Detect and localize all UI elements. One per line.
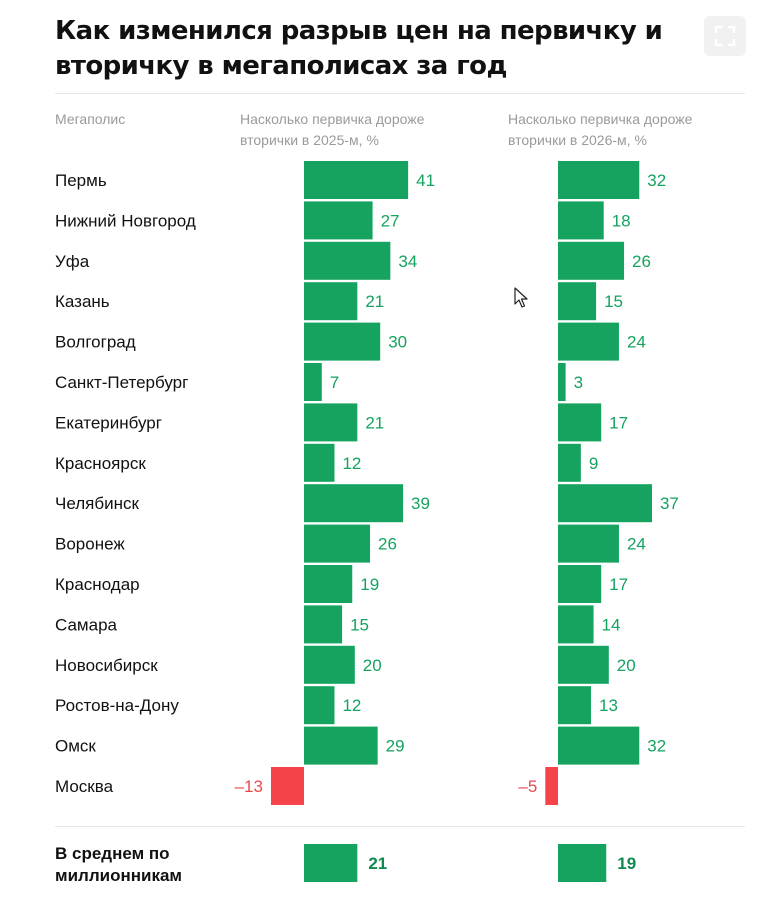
bar	[545, 767, 558, 805]
bar	[558, 201, 604, 240]
bar	[304, 201, 373, 240]
data-label: 32	[647, 171, 666, 190]
row-label: Пермь	[55, 171, 107, 190]
data-label: 17	[609, 575, 628, 594]
bar	[304, 282, 358, 321]
expand-icon	[714, 25, 736, 47]
data-label: 21	[365, 413, 384, 432]
bar	[304, 161, 409, 199]
average-value: 21	[368, 854, 387, 873]
average-bar	[558, 844, 607, 882]
data-label: –13	[235, 777, 263, 796]
bar	[558, 605, 594, 644]
row-label: Санкт-Петербург	[55, 373, 188, 392]
bar	[558, 686, 592, 725]
bar	[558, 565, 602, 603]
data-label: 20	[363, 656, 382, 675]
data-label: 7	[330, 373, 339, 392]
data-label: 18	[612, 211, 631, 230]
bar	[304, 443, 335, 482]
row-label: Москва	[55, 777, 114, 796]
bar	[304, 605, 343, 644]
data-label: 29	[386, 737, 405, 756]
bar	[304, 565, 353, 603]
bar	[558, 282, 597, 321]
bar	[558, 322, 619, 361]
row-label: Самара	[55, 615, 118, 634]
data-label: 20	[617, 656, 636, 675]
data-label: 13	[599, 696, 618, 715]
bar	[270, 767, 304, 805]
bar	[558, 161, 640, 199]
row-label: Екатеринбург	[55, 413, 162, 432]
bar	[558, 443, 581, 482]
header-divider	[55, 93, 745, 94]
data-label: 9	[589, 454, 598, 473]
data-label: 30	[388, 333, 407, 352]
data-label: 39	[411, 494, 430, 513]
data-label: 12	[342, 454, 361, 473]
column-header-2025: Насколько первичка дороже вторички в 202…	[240, 111, 425, 148]
data-label: 15	[350, 615, 369, 634]
row-label: Новосибирск	[55, 656, 158, 675]
mouse-pointer-icon	[514, 287, 528, 308]
bar	[558, 403, 602, 442]
bar	[304, 484, 404, 523]
data-label: 37	[660, 494, 679, 513]
column-header-2026: Насколько первичка дороже вторички в 202…	[508, 111, 693, 148]
chart-title: Как изменился разрыв цен на первичку и в…	[55, 16, 663, 81]
average-value: 19	[617, 854, 636, 873]
row-label: Омск	[55, 737, 96, 756]
data-label: 14	[602, 615, 621, 634]
data-label: 27	[381, 211, 400, 230]
data-label: 19	[360, 575, 379, 594]
bar	[304, 403, 358, 442]
average-bar	[304, 844, 358, 882]
bar	[304, 726, 378, 765]
row-label: Челябинск	[55, 494, 139, 513]
row-label: Воронеж	[55, 535, 125, 554]
data-label: 32	[647, 737, 666, 756]
column-header-city: Мегаполис	[55, 111, 126, 127]
bar	[558, 726, 640, 765]
bar	[558, 363, 566, 401]
bar	[304, 363, 322, 401]
row-label: Волгоград	[55, 333, 136, 352]
data-label: 3	[574, 373, 583, 392]
expand-button[interactable]	[704, 16, 746, 56]
bar	[304, 322, 381, 361]
data-label: 12	[342, 696, 361, 715]
data-label: –5	[518, 777, 537, 796]
bar	[558, 645, 609, 684]
data-label: 17	[609, 413, 628, 432]
row-label: Казань	[55, 292, 110, 311]
bar	[304, 241, 391, 280]
data-label: 24	[627, 333, 646, 352]
bar	[304, 645, 355, 684]
data-label: 26	[378, 535, 397, 554]
row-label: Ростов-на-Дону	[55, 696, 179, 715]
data-label: 41	[416, 171, 435, 190]
data-label: 34	[398, 252, 417, 271]
data-label: 15	[604, 292, 623, 311]
average-label: В среднем по миллионникам	[55, 844, 182, 885]
bar	[558, 524, 619, 563]
bar	[304, 686, 335, 725]
data-label: 21	[365, 292, 384, 311]
bar	[558, 484, 652, 523]
data-label: 26	[632, 252, 651, 271]
row-label: Нижний Новгород	[55, 211, 196, 230]
bar	[558, 241, 625, 280]
row-label: Краснодар	[55, 575, 140, 594]
row-label: Уфа	[55, 252, 90, 271]
row-label: Красноярск	[55, 454, 146, 473]
bar	[304, 524, 371, 563]
data-label: 24	[627, 535, 646, 554]
average-divider	[55, 826, 745, 827]
